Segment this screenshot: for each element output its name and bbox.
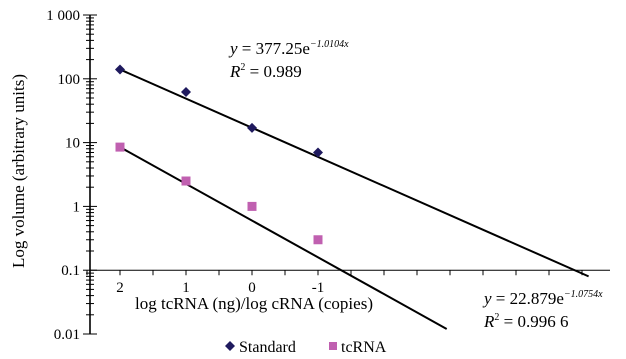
data-points (115, 64, 323, 245)
standard-equation-y: y (228, 39, 238, 58)
tcrna-trendline (119, 146, 448, 330)
tcrna-equation: y = 22.879e−1.0754x (482, 289, 603, 308)
tcrna-r2-value: = 0.996 6 (499, 312, 568, 331)
standard-equation: y = 377.25e−1.0104x (228, 39, 349, 58)
standard-trendline (119, 68, 590, 278)
tcrna-r2-sup: 2 (494, 312, 499, 323)
y-tick-label: 1 000 (46, 8, 80, 24)
standard-point (247, 122, 257, 133)
y-axis-title: Log volume (arbitrary units) (9, 74, 28, 268)
y-tick-label: 0.1 (61, 263, 80, 279)
standard-r2-prefix: R (229, 62, 241, 81)
x-tick-label: -1 (312, 280, 325, 296)
standard-r2: R2 = 0.989 (229, 62, 302, 81)
legend-label-tcrna: tcRNA (341, 339, 387, 356)
tcrna-point (181, 176, 191, 186)
tcrna-r2-prefix: R (483, 312, 495, 331)
tcrna-point (115, 142, 125, 152)
tcrna-equation-mid: = 22.879e (492, 289, 564, 308)
x-axis-title: log tcRNA (ng)/log cRNA (copies) (135, 294, 373, 313)
x-tick-label: 2 (116, 280, 124, 296)
y-tick-label: 10 (65, 136, 80, 152)
standard-equation-mid: = 377.25e (238, 39, 310, 58)
tcrna-point (247, 201, 257, 211)
x-tick-label: 1 (182, 280, 190, 296)
y-tick-label: 0.01 (54, 327, 80, 343)
legend-marker-tcrna (329, 342, 337, 350)
legend: Standard tcRNA (225, 339, 387, 356)
tcrna-equation-y: y (482, 289, 492, 308)
y-tick-label: 1 (73, 199, 81, 215)
trendlines (119, 68, 590, 330)
standard-r2-sup: 2 (240, 62, 245, 73)
standard-equation-exp: −1.0104x (310, 39, 349, 50)
standard-r2-value: = 0.989 (245, 62, 301, 81)
tcrna-point (313, 235, 323, 245)
tcrna-r2: R2 = 0.996 6 (483, 312, 568, 331)
standard-point (181, 87, 191, 98)
standard-point (313, 147, 323, 158)
y-tick-label: 100 (58, 72, 81, 88)
standard-point (115, 64, 125, 75)
y-axis: 0.01 0.1 1 10 100 1 000 (46, 8, 97, 343)
legend-label-standard: Standard (239, 339, 296, 356)
legend-marker-standard (225, 341, 235, 351)
tcrna-equation-exp: −1.0754x (564, 289, 603, 300)
x-axis: 2 1 0 -1 (86, 269, 610, 296)
x-tick-label: 0 (248, 280, 256, 296)
